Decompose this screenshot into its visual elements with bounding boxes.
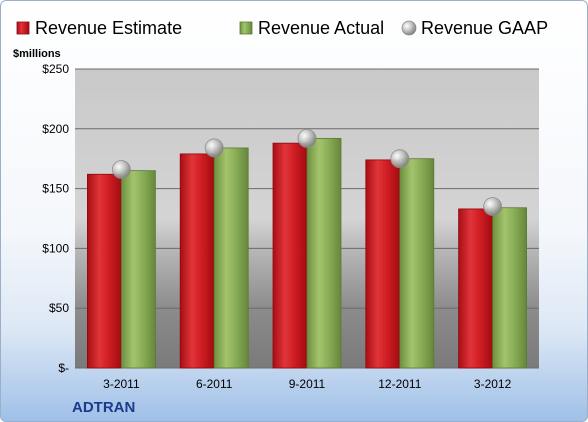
gaap-marker: [112, 160, 131, 179]
estimate-bar: [458, 208, 494, 369]
legend-label: Revenue Actual: [258, 18, 384, 38]
x-tick-label: 6-2011: [196, 377, 233, 391]
legend-label: Revenue Estimate: [35, 18, 182, 38]
actual-bar: [213, 147, 249, 369]
y-tick-label: $200: [42, 122, 69, 136]
estimate-bar: [272, 142, 308, 369]
x-tick-label: 3-2011: [103, 377, 140, 391]
y-tick-label: $100: [42, 241, 69, 255]
gaap-marker: [204, 138, 224, 158]
y-tick-label: $250: [42, 62, 69, 76]
actual-bar: [492, 207, 528, 369]
legend-swatch-gaap: [401, 20, 417, 36]
legend-swatch-actual: [239, 21, 253, 35]
y-axis-ticks: $- $50 $100 $150 $200 $250: [42, 62, 69, 375]
x-axis-ticks: 3-2011 6-2011 9-2011 12-2011 3-2012: [103, 377, 511, 391]
actual-bar: [121, 170, 156, 369]
bars: [87, 137, 528, 369]
legend-label: Revenue GAAP: [421, 18, 548, 38]
gaap-marker: [390, 149, 410, 169]
x-tick-label: 12-2011: [378, 377, 421, 391]
gaap-marker: [483, 197, 503, 216]
y-tick-label: $-: [58, 361, 69, 375]
y-tick-label: $150: [42, 182, 69, 196]
y-axis-unit-label: $millions: [13, 48, 61, 60]
y-tick-label: $50: [49, 301, 69, 315]
actual-bar: [399, 158, 435, 369]
actual-bar: [306, 137, 342, 369]
x-tick-label: 3-2012: [474, 377, 512, 391]
gaap-markers: [112, 128, 503, 216]
x-tick-label: 9-2011: [289, 377, 326, 391]
estimate-bar: [179, 153, 215, 369]
company-label: ADTRAN: [72, 399, 135, 416]
legend-swatch-estimate: [16, 21, 30, 35]
estimate-bar: [87, 173, 122, 369]
legend: Revenue Estimate Revenue Actual Revenue GA…: [16, 18, 548, 38]
gaap-marker: [297, 128, 317, 148]
estimate-bar: [365, 159, 401, 369]
